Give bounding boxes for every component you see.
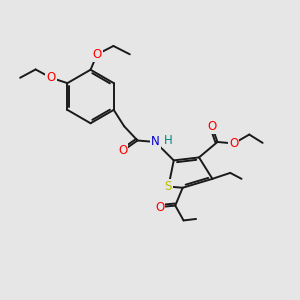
Text: O: O (155, 201, 164, 214)
Text: O: O (229, 137, 239, 150)
Text: O: O (118, 144, 127, 158)
Text: O: O (208, 120, 217, 133)
Text: N: N (151, 136, 160, 148)
Text: O: O (92, 48, 102, 61)
Text: S: S (165, 180, 172, 193)
Text: H: H (164, 134, 172, 147)
Text: O: O (46, 71, 56, 84)
